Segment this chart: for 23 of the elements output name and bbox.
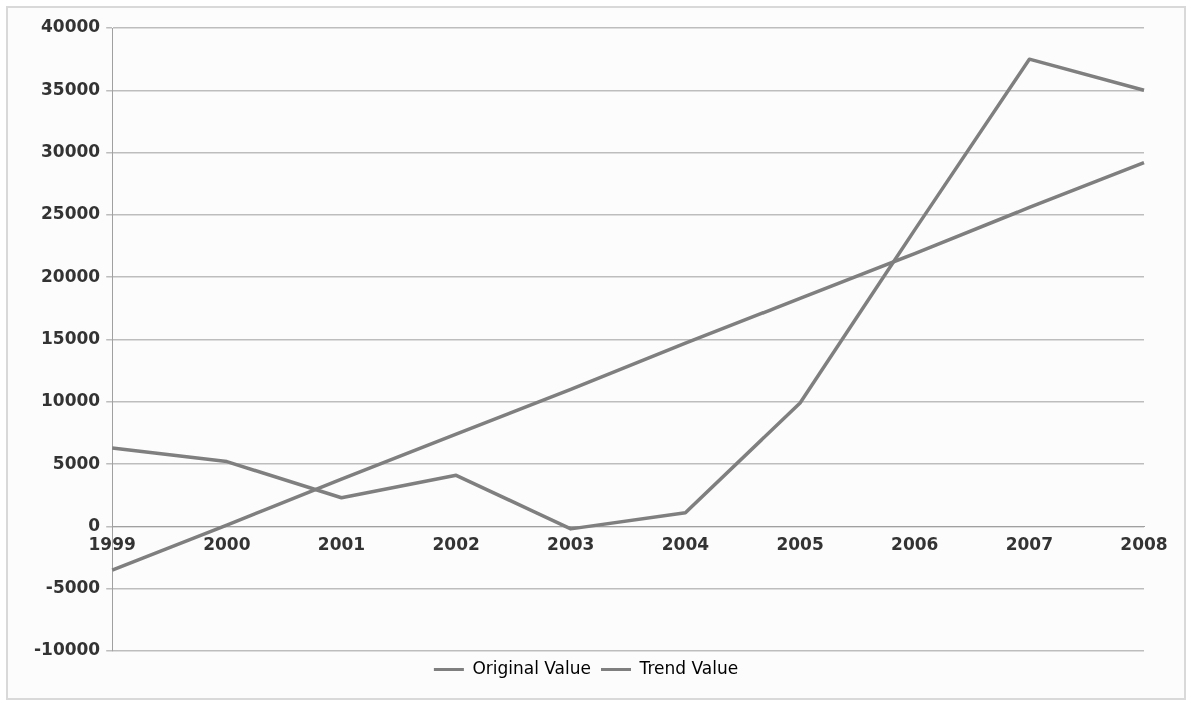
y-tick-label: 40000	[41, 16, 101, 37]
x-tick-label: 2002	[432, 534, 480, 555]
y-tick-label: 25000	[41, 203, 101, 224]
y-tick-label: 15000	[41, 327, 101, 348]
legend-label: Trend Value	[638, 657, 739, 678]
x-tick-label: 2003	[547, 534, 595, 555]
x-tick-label: 2004	[661, 534, 710, 555]
x-tick-label: 1999	[88, 534, 136, 555]
y-tick-label: 35000	[41, 78, 101, 99]
y-tick-label: 5000	[52, 452, 101, 473]
y-tick-label: -10000	[34, 639, 101, 660]
x-tick-label: 2007	[1005, 534, 1054, 555]
y-tick-label: 30000	[41, 141, 101, 162]
x-tick-label: 2008	[1120, 534, 1168, 555]
x-tick-label: 2005	[776, 534, 824, 555]
x-tick-label: 2006	[891, 534, 939, 555]
y-tick-label: -5000	[45, 577, 101, 598]
y-tick-label: 20000	[41, 265, 101, 286]
x-tick-label: 2001	[317, 534, 366, 555]
x-tick-label: 2000	[203, 534, 251, 555]
legend-label: Original Value	[472, 657, 592, 678]
y-tick-label: 0	[88, 514, 101, 535]
y-tick-label: 10000	[41, 390, 101, 411]
